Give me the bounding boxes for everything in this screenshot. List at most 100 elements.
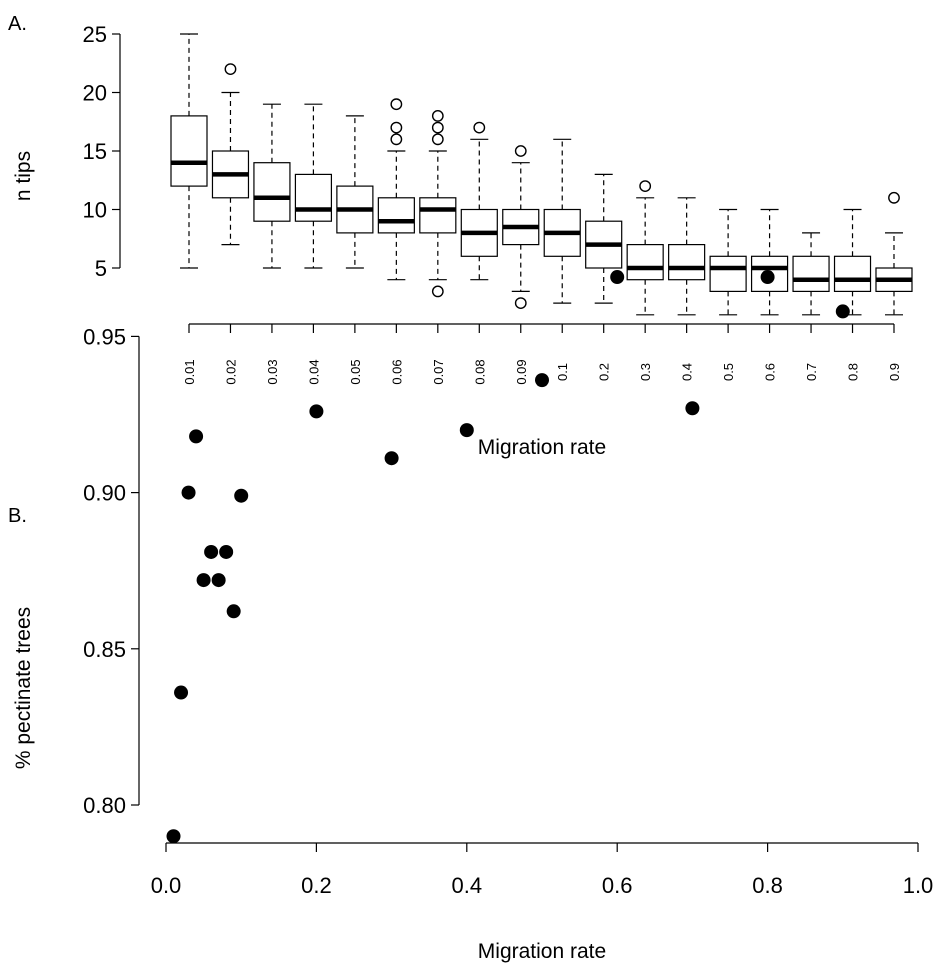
scatter-point xyxy=(196,573,211,588)
panel-a-y-axis: 5 10 15 20 25 xyxy=(83,22,121,281)
panel-a-y-axis-title: n tips xyxy=(12,151,35,201)
outlier-point xyxy=(888,191,900,204)
panel-a-x-tick-label: 0.01 xyxy=(182,359,197,384)
panel-a-x-tick-label: 0.07 xyxy=(431,359,446,384)
outlier-point xyxy=(390,98,403,111)
panel-a-x-tick-label: 0.7 xyxy=(804,363,819,381)
box-0.04 xyxy=(294,103,333,269)
scatter-point xyxy=(174,685,189,700)
scatter-point xyxy=(459,423,474,438)
scatter-point xyxy=(384,451,399,466)
outlier-point xyxy=(473,121,486,134)
panel-a-x-tick-label: 0.08 xyxy=(472,359,487,384)
box-0.07 xyxy=(419,110,457,298)
scatter-point xyxy=(685,401,700,416)
scatter-point xyxy=(166,829,181,844)
panel-a-boxes xyxy=(170,33,913,316)
panel-b-scatter: B. 0.80 0.85 0.90 0.95 0.0 0.2 0.4 0.6 0.8 1.0 %… xyxy=(8,270,933,963)
outlier-point xyxy=(514,145,527,157)
panel-a-x-tick-label: 0.09 xyxy=(514,359,529,384)
outlier-point xyxy=(224,63,237,75)
iqr-box xyxy=(170,115,208,187)
panel-a-x-tick-label: 0.05 xyxy=(348,359,363,384)
panel-b-y-tick-label: 0.95 xyxy=(83,324,126,349)
panel-a-y-tick-label: 20 xyxy=(83,81,107,106)
outlier-point xyxy=(431,121,444,134)
scatter-point xyxy=(535,373,549,388)
scatter-point xyxy=(610,270,625,285)
iqr-box xyxy=(709,255,747,292)
iqr-box xyxy=(792,255,830,292)
scatter-point xyxy=(226,604,241,619)
panel-a-x-tick-label: 0.1 xyxy=(555,363,570,381)
panel-b-x-axis-title: Migration rate xyxy=(478,940,606,963)
panel-a-x-tick-label: 0.06 xyxy=(389,359,404,384)
iqr-box xyxy=(833,255,872,292)
box-0.1 xyxy=(543,138,581,304)
scatter-point xyxy=(181,485,196,500)
scatter-point xyxy=(835,304,850,319)
panel-a-y-tick-label: 15 xyxy=(83,139,107,164)
panel-a-x-tick-label: 0.6 xyxy=(763,363,778,381)
panel-a-x-axis-title: Migration rate xyxy=(478,436,606,459)
box-0.7 xyxy=(792,232,830,316)
panel-a-label: A. xyxy=(8,13,27,35)
box-0.02 xyxy=(211,63,250,246)
outlier-point xyxy=(431,133,444,146)
box-0.4 xyxy=(668,197,706,316)
panel-b-x-tick-label: 0.8 xyxy=(752,873,783,898)
outlier-point xyxy=(390,133,403,146)
box-0.9 xyxy=(875,191,913,316)
iqr-box xyxy=(419,197,457,234)
panel-b-x-tick-label: 0.4 xyxy=(452,873,483,898)
box-0.05 xyxy=(336,115,374,269)
box-0.2 xyxy=(585,173,623,304)
outlier-point xyxy=(431,110,444,122)
iqr-box xyxy=(626,244,664,281)
panel-b-y-axis-title: % pectinate trees xyxy=(12,607,35,769)
panel-a-y-tick-label: 5 xyxy=(95,256,107,281)
panel-a-x-tick-label: 0.04 xyxy=(306,359,321,384)
box-0.01 xyxy=(170,33,208,269)
box-0.03 xyxy=(253,103,291,269)
box-0.3 xyxy=(626,180,664,316)
scatter-point xyxy=(309,404,324,419)
box-0.08 xyxy=(460,121,498,281)
panel-b-points xyxy=(166,270,850,844)
panel-b-x-tick-label: 0.6 xyxy=(602,873,633,898)
scatter-point xyxy=(219,544,234,559)
panel-b-x-tick-label: 0.2 xyxy=(301,873,332,898)
panel-a-x-tick-label: 0.8 xyxy=(846,363,861,381)
panel-b-y-axis: 0.80 0.85 0.90 0.95 xyxy=(83,324,140,818)
panel-b-label: B. xyxy=(8,505,27,527)
box-0.8 xyxy=(833,208,872,316)
panel-b-y-tick-label: 0.85 xyxy=(83,637,126,662)
panel-a-x-tick-label: 0.03 xyxy=(265,359,280,384)
scatter-point xyxy=(760,270,775,285)
outlier-point xyxy=(431,285,444,298)
box-0.5 xyxy=(709,208,747,316)
panel-b-x-axis: 0.0 0.2 0.4 0.6 0.8 1.0 xyxy=(151,842,934,898)
outlier-point xyxy=(514,297,527,309)
panel-b-x-tick-label: 1.0 xyxy=(903,873,934,898)
panel-a-y-tick-label: 25 xyxy=(83,22,107,47)
box-0.09 xyxy=(502,145,540,309)
panel-b-y-tick-label: 0.90 xyxy=(83,481,126,506)
outlier-point xyxy=(390,121,403,134)
panel-a-x-tick-label: 0.4 xyxy=(680,363,695,381)
iqr-box xyxy=(668,244,706,281)
panel-a-y-tick-label: 10 xyxy=(83,198,107,223)
panel-a-x-tick-label: 0.5 xyxy=(721,363,736,381)
panel-a-x-tick-label: 0.02 xyxy=(223,359,238,384)
outlier-point xyxy=(639,180,652,193)
panel-a-x-axis: 0.01 0.02 0.03 0.04 0.05 0.06 0.07 0.08 0.09 0.1 0… xyxy=(182,323,902,385)
iqr-box xyxy=(294,173,333,222)
panel-b-y-tick-label: 0.80 xyxy=(83,793,126,818)
panel-a-x-tick-label: 0.3 xyxy=(638,363,653,381)
scatter-point xyxy=(189,429,204,444)
box-0.06 xyxy=(377,98,415,281)
iqr-box xyxy=(253,162,291,222)
scatter-point xyxy=(204,544,219,559)
panel-b-x-tick-label: 0.0 xyxy=(151,873,182,898)
